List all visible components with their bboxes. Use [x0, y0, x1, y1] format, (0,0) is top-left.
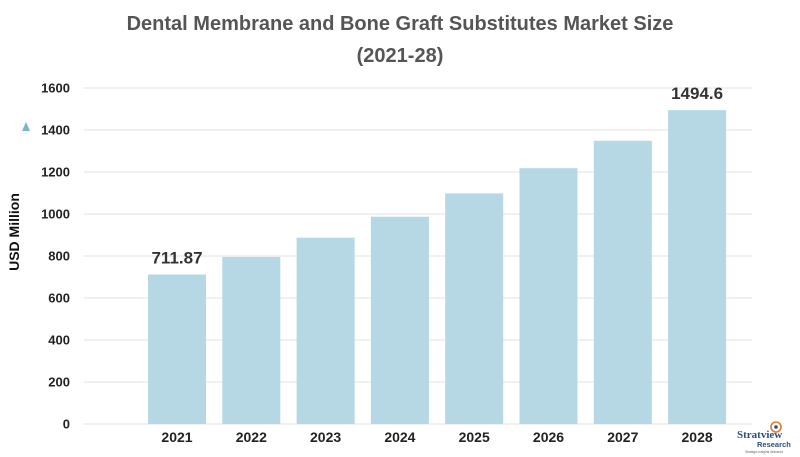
y-tick-label: 400	[48, 333, 70, 348]
data-label-2021: 711.87	[151, 249, 202, 268]
bar-2026	[519, 168, 578, 424]
x-tick-label: 2023	[310, 429, 341, 445]
x-tick-label: 2028	[682, 429, 713, 445]
bar-2028	[668, 110, 727, 424]
logo-name: Stratview	[737, 429, 782, 441]
bar-2027	[593, 140, 652, 424]
y-tick-label: 1400	[41, 123, 70, 138]
y-axis-label: USD Million	[6, 193, 22, 271]
bar-2023	[296, 237, 355, 424]
y-tick-label: 600	[48, 291, 70, 306]
y-axis-ticks: 0 200 400 600 800 1000 1200 1400 1600	[41, 81, 70, 432]
logo-sub: Research	[757, 440, 791, 449]
bar-2022	[222, 257, 281, 424]
bars	[148, 110, 727, 424]
bar-2025	[445, 193, 504, 424]
chart-title: Dental Membrane and Bone Graft Substitut…	[126, 13, 674, 35]
bar-2021	[148, 274, 206, 424]
y-tick-label: 0	[63, 417, 70, 432]
x-tick-label: 2025	[459, 429, 490, 445]
y-tick-label: 800	[48, 249, 70, 264]
stratview-logo: Stratview Research Strategic insights de…	[737, 421, 791, 454]
x-tick-label: 2021	[161, 429, 192, 445]
x-tick-label: 2026	[533, 429, 564, 445]
y-axis-arrowhead	[22, 122, 30, 131]
logo-tag: Strategic insights delivered	[745, 450, 783, 454]
y-tick-label: 200	[48, 375, 70, 390]
chart-subtitle: (2021-28)	[356, 45, 444, 67]
x-tick-label: 2022	[236, 429, 267, 445]
y-tick-label: 1600	[41, 81, 70, 96]
data-label-2028: 1494.6	[671, 84, 723, 103]
x-tick-label: 2027	[607, 429, 638, 445]
y-tick-label: 1000	[41, 207, 70, 222]
x-tick-label: 2024	[384, 429, 415, 445]
data-labels: 711.87 1494.6	[151, 84, 723, 267]
bar-2024	[370, 216, 429, 424]
x-axis-ticks: 2021 2022 2023 2024 2025 2026 2027 2028	[161, 429, 712, 445]
y-tick-label: 1200	[41, 165, 70, 180]
